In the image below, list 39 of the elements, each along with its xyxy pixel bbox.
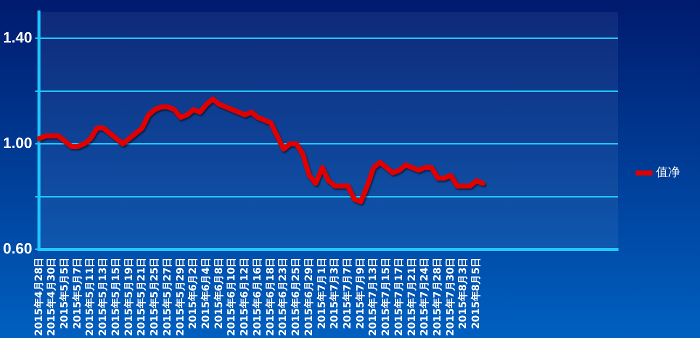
x-tick-label: 2015年7月15日 [380, 257, 392, 336]
x-tick-label: 2015年6月12日 [238, 257, 251, 336]
x-tick-label: 2015年4月28日 [32, 257, 45, 336]
x-tick-label: 2015年7月13日 [367, 257, 380, 336]
x-tick-label: 2015年6月2日 [187, 257, 200, 330]
y-tick-label: 1.00 [2, 134, 32, 152]
x-tick-label: 2015年5月13日 [97, 257, 110, 336]
x-tick-label: 2015年4月30日 [46, 257, 58, 336]
x-tick-label: 2015年6月29日 [302, 257, 315, 336]
x-tick-label: 2015年7月3日 [328, 257, 341, 330]
x-tick-label: 2015年5月11日 [84, 257, 96, 336]
x-tick-label: 2015年6月16日 [251, 257, 264, 336]
y-tick-label: 0.60 [2, 240, 32, 258]
x-tick-label: 2015年7月17日 [392, 257, 405, 336]
x-tick-label: 2015年5月15日 [110, 257, 122, 336]
x-tick-label: 2015年6月8日 [212, 257, 225, 330]
x-tick-label: 2015年5月7日 [71, 257, 84, 330]
x-tick-label: 2015年6月23日 [277, 257, 290, 336]
x-tick-label: 2015年7月9日 [354, 257, 366, 330]
x-tick-label: 2015年5月21日 [136, 257, 148, 336]
x-tick-label: 2015年5月27日 [161, 257, 174, 336]
x-tick-label: 2015年5月5日 [58, 257, 71, 330]
x-tick-label: 2015年6月10日 [226, 257, 238, 336]
x-tick-label: 2015年6月18日 [264, 257, 276, 336]
x-tick-label: 2015年5月25日 [148, 257, 161, 336]
x-tick-label: 2015年7月21日 [406, 257, 418, 336]
x-tick-label: 2015年5月29日 [174, 257, 186, 336]
x-tick-label: 2015年6月25日 [290, 257, 302, 336]
x-tick-label: 2015年5月19日 [122, 257, 135, 336]
y-tick-label: 1.40 [2, 30, 32, 47]
x-tick-label: 2015年8月3日 [457, 257, 470, 330]
x-tick-label: 2015年7月24日 [418, 257, 431, 336]
legend-label: 值净 [656, 165, 680, 180]
x-tick-label: 2015年7月28日 [432, 257, 444, 336]
x-tick-label: 2015年7月7日 [341, 257, 354, 330]
x-tick-label: 2015年8月5日 [470, 257, 482, 330]
x-tick-label: 2015年6月4日 [200, 257, 212, 330]
x-tick-label: 2015年7月30日 [444, 257, 456, 336]
x-tick-label: 2015年7月1日 [316, 257, 328, 330]
